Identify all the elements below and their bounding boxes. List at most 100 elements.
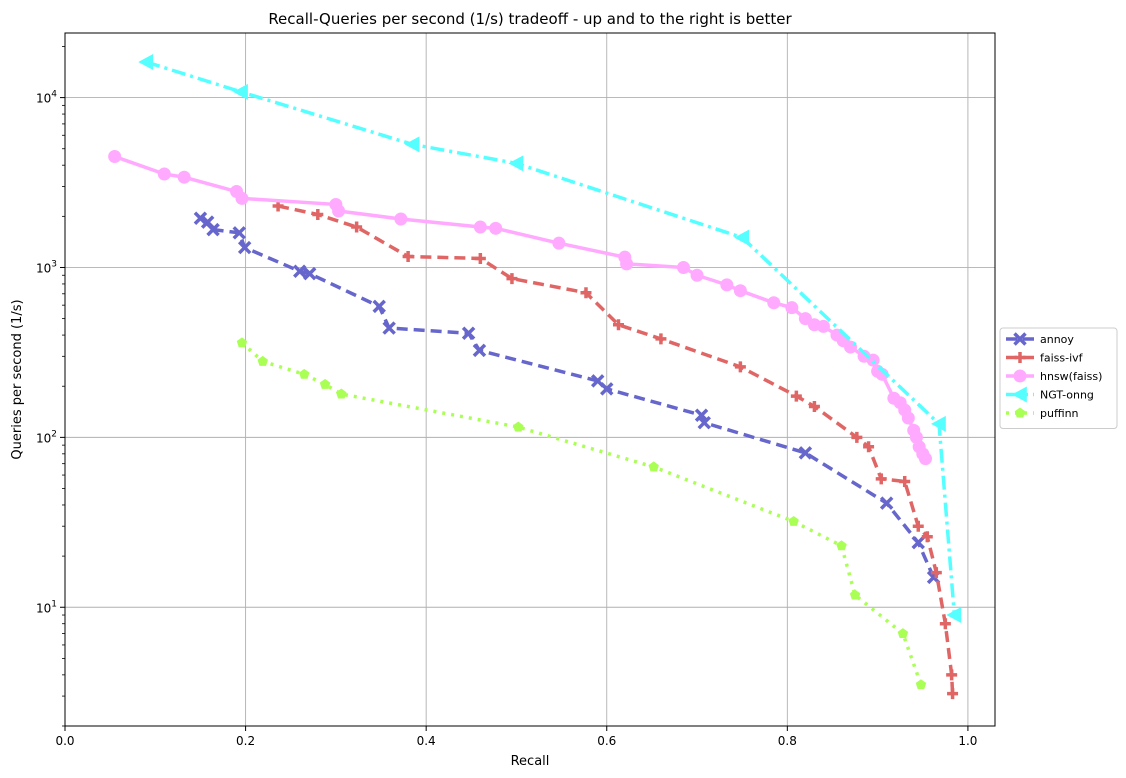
- data-point: [875, 473, 887, 485]
- data-point: [257, 355, 268, 366]
- legend-item: annoy: [1006, 332, 1074, 346]
- data-point: [473, 220, 487, 234]
- data-point: [734, 361, 746, 373]
- data-point: [816, 319, 830, 333]
- axes: 0.0 0.2 0.4 0.6 0.8 1.0 101 102 103 104: [36, 46, 977, 748]
- series-hnsw(faiss): [108, 150, 932, 466]
- data-point: [237, 240, 252, 255]
- data-point: [734, 229, 749, 246]
- data-point: [108, 150, 122, 164]
- data-point: [193, 211, 208, 225]
- legend-marker: [1014, 352, 1026, 363]
- data-point: [402, 251, 414, 263]
- data-point: [138, 53, 154, 70]
- y-tick-label: 101: [36, 599, 57, 615]
- data-point: [767, 296, 781, 310]
- legend-item: faiss-ivf: [1006, 352, 1084, 365]
- data-point: [897, 628, 909, 639]
- legend-label: annoy: [1040, 333, 1074, 346]
- data-point: [798, 446, 813, 460]
- data-point: [299, 368, 310, 379]
- legend-label: faiss-ivf: [1040, 352, 1084, 365]
- legend-box: [999, 327, 1118, 429]
- data-point: [690, 268, 704, 282]
- data-point: [648, 461, 659, 472]
- x-tick-label: 0.4: [417, 734, 436, 748]
- chart-title: Recall-Queries per second (1/s) tradeoff…: [268, 10, 792, 28]
- data-point: [513, 421, 524, 432]
- legend-label: NGT-onng: [1040, 389, 1094, 402]
- data-point: [694, 408, 709, 422]
- legend-item: hnsw(faiss): [1006, 369, 1102, 383]
- series-line: [114, 154, 928, 460]
- data-point: [302, 266, 317, 281]
- series-annoy: [193, 211, 941, 585]
- data-point: [233, 83, 248, 100]
- series-line: [277, 204, 955, 694]
- data-point: [785, 301, 799, 315]
- data-point: [552, 236, 566, 250]
- data-point: [947, 688, 959, 700]
- grid: [64, 33, 995, 726]
- legend-item: NGT-onng: [1006, 386, 1094, 403]
- data-point: [206, 222, 220, 237]
- y-axis-label: Queries per second (1/s): [10, 299, 25, 459]
- data-point: [911, 535, 925, 550]
- legend: annoy faiss-ivf hnsw(faiss) NGT-onng puffinn: [999, 327, 1118, 429]
- data-point: [849, 589, 861, 600]
- legend-marker: [1013, 369, 1027, 383]
- plot-frame: [64, 32, 996, 727]
- data-point: [912, 520, 924, 532]
- legend-item: puffinn: [1006, 407, 1079, 420]
- data-point: [472, 343, 487, 358]
- data-point: [235, 191, 249, 205]
- data-point: [580, 287, 592, 299]
- data-point: [372, 299, 386, 314]
- data-point: [836, 540, 847, 551]
- x-tick-label: 1.0: [958, 734, 977, 748]
- legend-marker: [1012, 386, 1027, 403]
- data-point: [720, 278, 734, 292]
- data-point: [489, 221, 503, 235]
- data-point: [939, 618, 951, 630]
- data-point: [676, 260, 690, 274]
- data-point: [931, 415, 946, 432]
- x-tick-label: 0.6: [597, 734, 616, 748]
- data-point: [790, 390, 802, 402]
- data-point: [851, 431, 863, 443]
- x-axis-label: Recall: [511, 754, 550, 769]
- data-point: [461, 326, 476, 341]
- data-point: [382, 321, 396, 335]
- data-point: [946, 607, 962, 624]
- legend-label: hnsw(faiss): [1040, 370, 1102, 383]
- data-point: [918, 452, 932, 466]
- data-point: [612, 319, 624, 331]
- y-tick-label: 103: [36, 259, 57, 275]
- series-faiss-ivf: [272, 200, 959, 700]
- y-tick-label: 104: [36, 90, 57, 106]
- data-point: [921, 531, 933, 543]
- data-point: [508, 155, 524, 172]
- data-point: [312, 209, 324, 221]
- data-point: [394, 212, 408, 226]
- x-tick-label: 0.2: [236, 734, 255, 748]
- data-point: [899, 475, 911, 487]
- data-point: [879, 496, 894, 510]
- data-point: [863, 441, 875, 453]
- y-tick-label: 102: [36, 429, 57, 445]
- series-NGT-onng: [138, 53, 962, 624]
- series-line: [240, 341, 923, 686]
- data-point: [351, 221, 363, 233]
- data-point: [600, 382, 614, 396]
- data-point: [788, 515, 799, 526]
- data-point: [697, 415, 711, 430]
- series-layer: [108, 53, 962, 700]
- data-point: [655, 333, 667, 345]
- data-point: [157, 167, 171, 181]
- series-puffinn: [236, 337, 927, 690]
- data-point: [236, 337, 248, 348]
- data-point: [332, 204, 346, 218]
- data-point: [506, 273, 518, 285]
- data-point: [946, 669, 958, 681]
